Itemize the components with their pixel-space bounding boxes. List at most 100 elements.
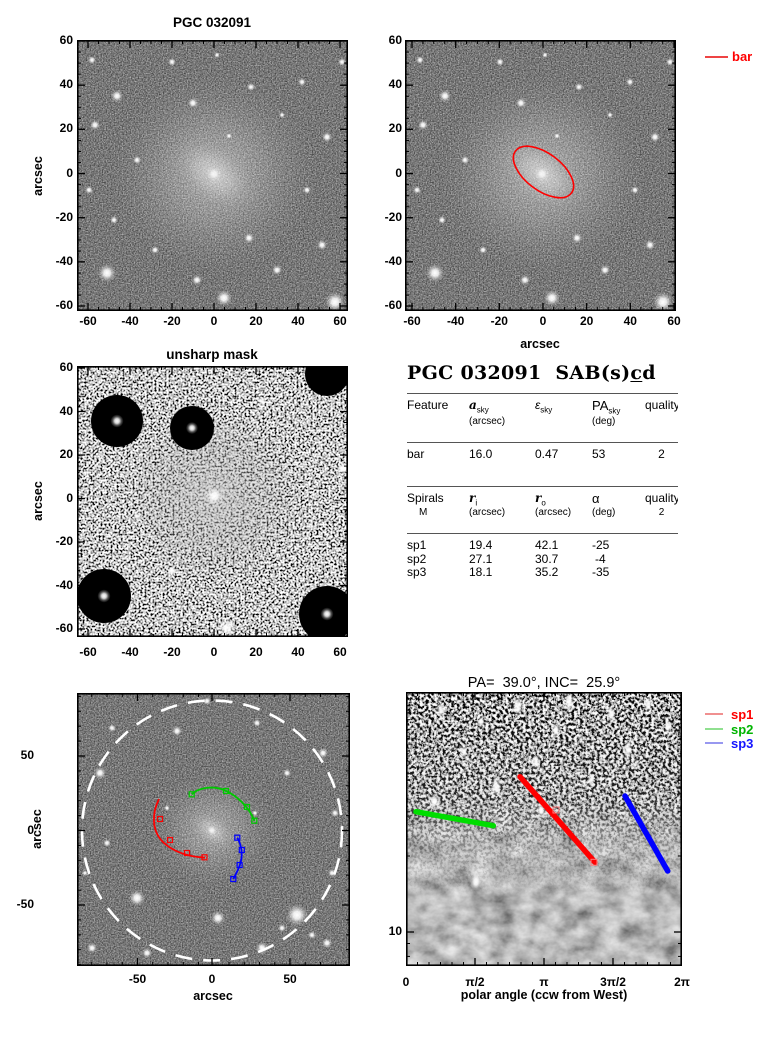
axis-frame-and-ticks <box>77 366 348 637</box>
sp1-marker <box>552 806 560 814</box>
x-tick-label: 20 <box>249 645 263 659</box>
x-tick-label: -50 <box>128 972 147 986</box>
col-spirals: Spirals <box>407 486 469 508</box>
y-tick-label: -60 <box>55 621 73 635</box>
y-tick-label: 20 <box>59 121 73 136</box>
axis-frame-and-ticks <box>405 40 676 311</box>
x-tick-label: 20 <box>249 314 263 328</box>
table-row: sp2 27.1 30.7 -4 <box>407 552 606 566</box>
sp3-fit-line <box>622 793 671 874</box>
x-tick-label: -40 <box>121 645 139 659</box>
sp1-arc <box>153 798 208 861</box>
feature-table-units-row: (arcsec) (deg) <box>469 415 616 427</box>
y-tick-label: 60 <box>59 360 73 374</box>
table-title-underlined-c: c <box>630 362 643 384</box>
x-tick-label: 40 <box>623 314 637 328</box>
y-tick-label: -20 <box>55 209 73 224</box>
x-tick-label: -60 <box>79 645 97 659</box>
sp2-legend-label: sp2 <box>731 721 754 737</box>
axis-frame-and-ticks <box>77 693 350 966</box>
col-r-outer: ro <box>535 486 592 508</box>
unsharp-mask-image <box>77 366 348 637</box>
table-row: bar 16.0 0.47 53 2 <box>407 441 678 462</box>
table-title: PGC 032091 SAB(s)cd <box>407 362 656 384</box>
spirals-table: Spirals ri ro α quality M (arcsec) (arcs… <box>407 486 678 580</box>
galaxy-sky-image-with-bar <box>405 40 676 311</box>
x-tick-label: 60 <box>667 314 681 328</box>
sp1-end-marker <box>590 858 598 866</box>
col-quality: quality <box>645 486 678 508</box>
sp1-legend-line <box>705 713 723 715</box>
y-tick-label: -50 <box>16 897 34 911</box>
x-tick-label: 0 <box>210 645 218 659</box>
galaxy-sky-image <box>77 40 348 311</box>
x-tick-label: 0 <box>210 314 218 328</box>
x-tick-label: 40 <box>291 314 305 328</box>
galaxy-glow <box>112 76 316 272</box>
y-tick-label: 60 <box>388 33 402 47</box>
y-tick-label: 20 <box>388 121 402 136</box>
x-tick-label: 50 <box>283 972 297 986</box>
spirals-table-units-row: M (arcsec) (arcsec) (deg) 2 <box>419 507 665 519</box>
sp3-legend-line <box>705 741 723 744</box>
x-tick-label: -20 <box>163 645 181 659</box>
x-tick-label: -40 <box>447 314 465 328</box>
x-tick-label: 40 <box>291 645 305 659</box>
x-tick-label: 0 <box>208 972 216 986</box>
bright-blobs <box>429 692 672 891</box>
feature-table-header-row: Feature asky εsky PAsky quality <box>407 392 678 416</box>
y-tick-label: 0 <box>66 165 73 180</box>
y-tick-label: 10 <box>388 924 402 938</box>
axis-frame-and-ticks <box>406 692 682 966</box>
x-tick-label: π/2 <box>465 975 485 989</box>
x-tick-label: 20 <box>580 314 594 328</box>
table-row: sp3 18.1 35.2 -35 <box>407 566 610 580</box>
y-tick-label: 40 <box>59 403 73 418</box>
y-tick-label: 0 <box>66 490 73 505</box>
x-tick-label: 0 <box>402 975 410 989</box>
sp2-legend-line <box>705 727 723 730</box>
panel1-title: PGC 032091 <box>172 15 252 30</box>
y-tick-label: 0 <box>27 822 34 837</box>
y-tick-label: 20 <box>59 447 73 461</box>
y-tick-label: -40 <box>55 253 73 268</box>
deprojected-galaxy-image <box>77 693 350 966</box>
y-tick-label: 40 <box>59 77 73 92</box>
col-pa-sky: PAsky <box>592 392 645 416</box>
col-alpha: α <box>592 486 645 508</box>
table-title-pre: PGC 032091 SAB(s) <box>407 362 631 384</box>
panel6-title: PA= 39.0°, INC= 25.9° <box>467 675 621 691</box>
y-tick-label: 40 <box>388 77 402 92</box>
y-tick-label: -20 <box>384 209 402 224</box>
spirals-table-header-row: Spirals ri ro α quality <box>407 486 678 508</box>
x-tick-label: 60 <box>333 645 347 659</box>
bright-star-dots <box>97 396 348 637</box>
x-tick-label: 2π <box>674 975 690 989</box>
y-tick-label: -60 <box>384 298 402 312</box>
bar-legend-line <box>705 56 728 58</box>
bar-ellipse <box>512 145 575 199</box>
x-tick-label: -20 <box>163 314 181 328</box>
x-tick-label: 0 <box>539 314 547 328</box>
sp1-legend-label: sp1 <box>731 707 754 722</box>
y-tick-label: -60 <box>55 298 73 312</box>
x-tick-label: -40 <box>121 314 139 328</box>
col-eps-sky: εsky <box>535 392 592 416</box>
y-tick-label: -40 <box>55 577 73 592</box>
table-title-post: d <box>642 362 656 384</box>
y-tick-label: 0 <box>395 165 402 180</box>
feature-table: Feature asky εsky PAsky quality (arcsec)… <box>407 392 678 462</box>
y-tick-label: 50 <box>20 748 34 762</box>
axis-frame-and-ticks <box>77 40 348 311</box>
y-tick-label: -40 <box>384 253 402 268</box>
panel3-title: unsharp mask <box>166 347 258 362</box>
table-row: sp1 19.4 42.1 -25 <box>407 533 678 553</box>
x-tick-label: -60 <box>403 314 421 328</box>
sp2-arc <box>188 786 258 824</box>
panel6-x-axis-label: polar angle (ccw from West) <box>460 988 628 1002</box>
x-tick-label: -60 <box>79 314 97 328</box>
bar-legend-label: bar <box>732 49 753 64</box>
sp2-fit-line <box>413 808 497 829</box>
galaxy-glow <box>440 76 644 272</box>
